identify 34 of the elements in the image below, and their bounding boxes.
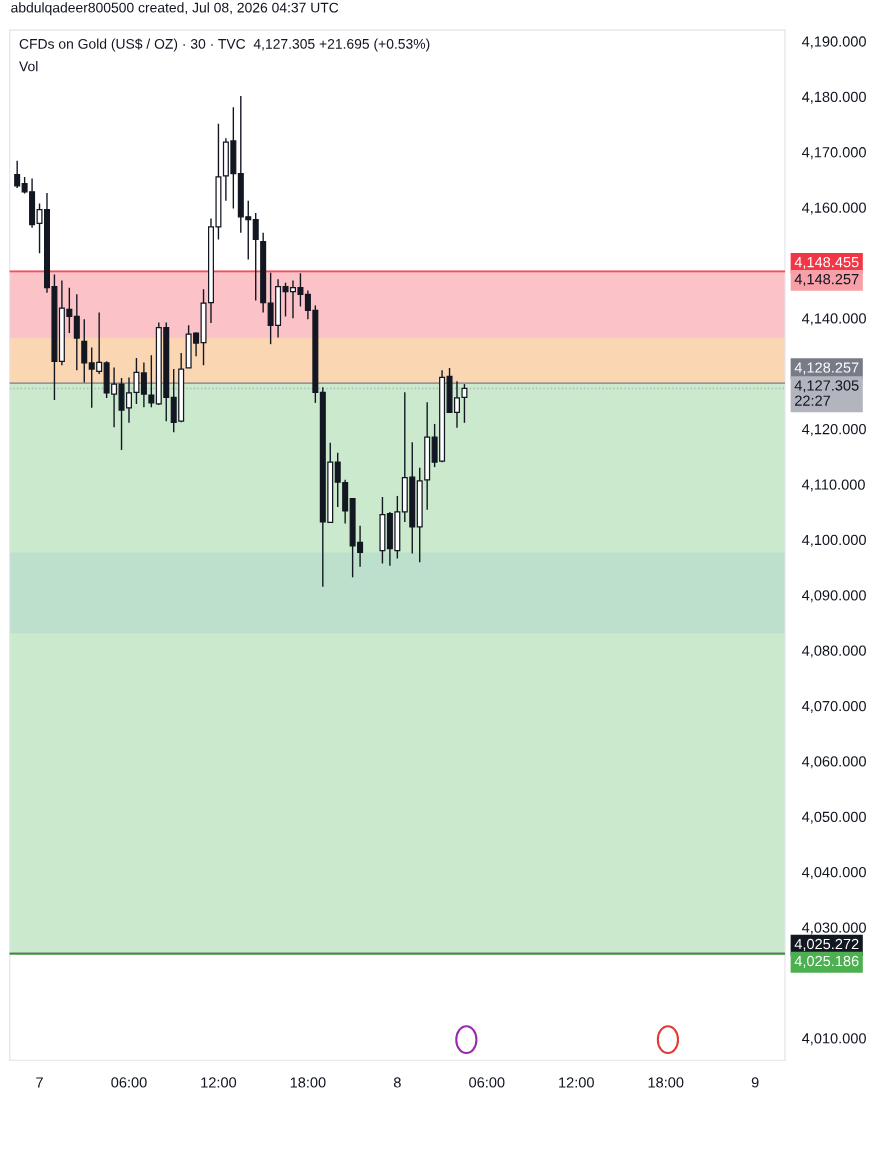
- x-tick-label: 7: [36, 1077, 43, 1088]
- ref-line-label: 4,148.257: [794, 273, 859, 286]
- annotation: Vol: [19, 61, 38, 72]
- x-tick-label: 12:00: [201, 1077, 237, 1088]
- y-tick-label: 4,160.000: [801, 202, 866, 215]
- x-tick-label: 9: [751, 1077, 759, 1088]
- y-tick-label: 4,100.000: [801, 534, 866, 547]
- x-tick-label: 18:00: [648, 1077, 684, 1088]
- y-tick-label: 4,040.000: [801, 867, 866, 880]
- text: abdulqadeer800500 created, Jul 08, 2026 04:37 UTC: [11, 2, 339, 16]
- y-tick-label: 4,120.000: [801, 424, 866, 437]
- y-tick-label: 4,110.000: [801, 479, 865, 492]
- y-tick-label: 4,010.000: [801, 1033, 866, 1046]
- y-tick-label: 4,180.000: [801, 91, 866, 104]
- y-tick-label: 4,170.000: [801, 147, 866, 160]
- y-tick-label: 4,060.000: [801, 756, 866, 769]
- ref-line-label: 4,025.272: [794, 938, 859, 951]
- ref-line-label: 4,025.186: [794, 955, 859, 968]
- y-tick-label: 4,050.000: [801, 811, 866, 824]
- y-tick-label: 4,140.000: [801, 313, 866, 326]
- ref-line-label: 4,128.257: [794, 362, 859, 375]
- x-tick-label: 06:00: [469, 1077, 505, 1088]
- x-tick-label: 12:00: [559, 1077, 594, 1088]
- y-tick-label: 4,070.000: [801, 700, 866, 713]
- x-tick-label: 8: [393, 1077, 401, 1088]
- x-tick-label: 18:00: [290, 1077, 326, 1088]
- y-tick-label: 4,090.000: [801, 590, 866, 603]
- y-tick-label: 4,030.000: [801, 922, 866, 935]
- x-tick-label: 06:00: [111, 1077, 147, 1088]
- y-tick-label: 4,190.000: [801, 36, 866, 49]
- ref-line-label: 4,127.305 22:27: [794, 380, 859, 406]
- y-tick-label: 4,080.000: [801, 645, 866, 658]
- text: CFDs on Gold (US$ / OZ) · 30 · TVC 4,127.305 +21.695 (+0.53%): [19, 38, 430, 52]
- ref-line-label: 4,148.455: [794, 256, 859, 269]
